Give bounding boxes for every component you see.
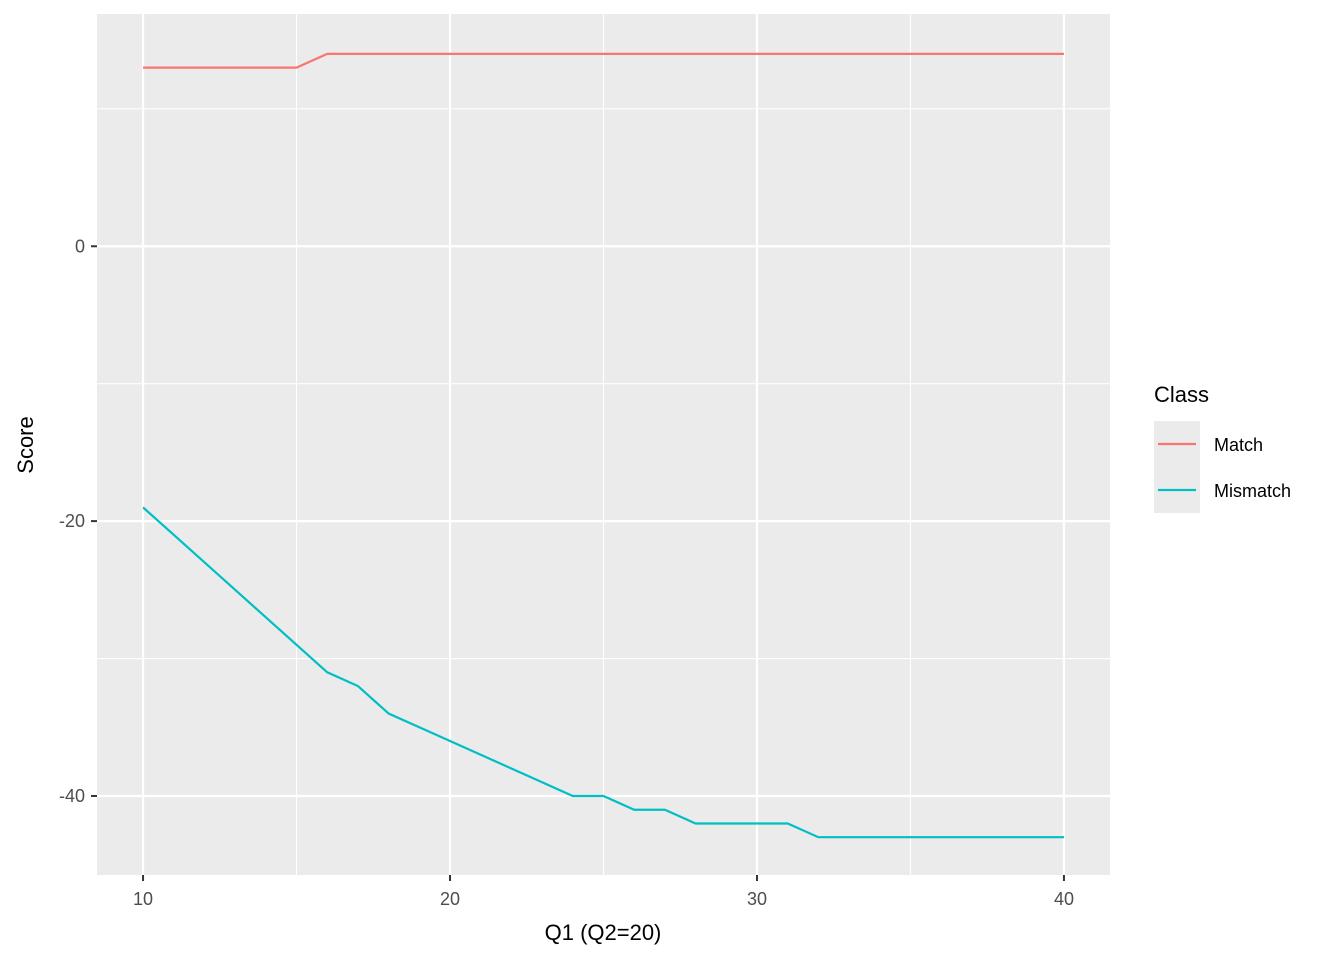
x-tick-label: 20 [440,889,460,909]
x-tick-label: 10 [133,889,153,909]
x-tick-label: 40 [1054,889,1074,909]
y-tick-label: -40 [59,786,85,806]
series-line-match [143,52,1064,69]
y-tick-label: -20 [59,511,85,531]
legend-label-match: Match [1214,435,1263,455]
legend-label-mismatch: Mismatch [1214,481,1291,501]
y-tick-label: 0 [75,236,85,256]
series-line-mismatch [142,506,1064,839]
legend: Class Match Mismatch [1154,382,1291,513]
y-axis-label: Score [13,416,38,473]
x-tick-label: 30 [747,889,767,909]
x-axis-label: Q1 (Q2=20) [545,920,662,945]
legend-title: Class [1154,382,1209,407]
